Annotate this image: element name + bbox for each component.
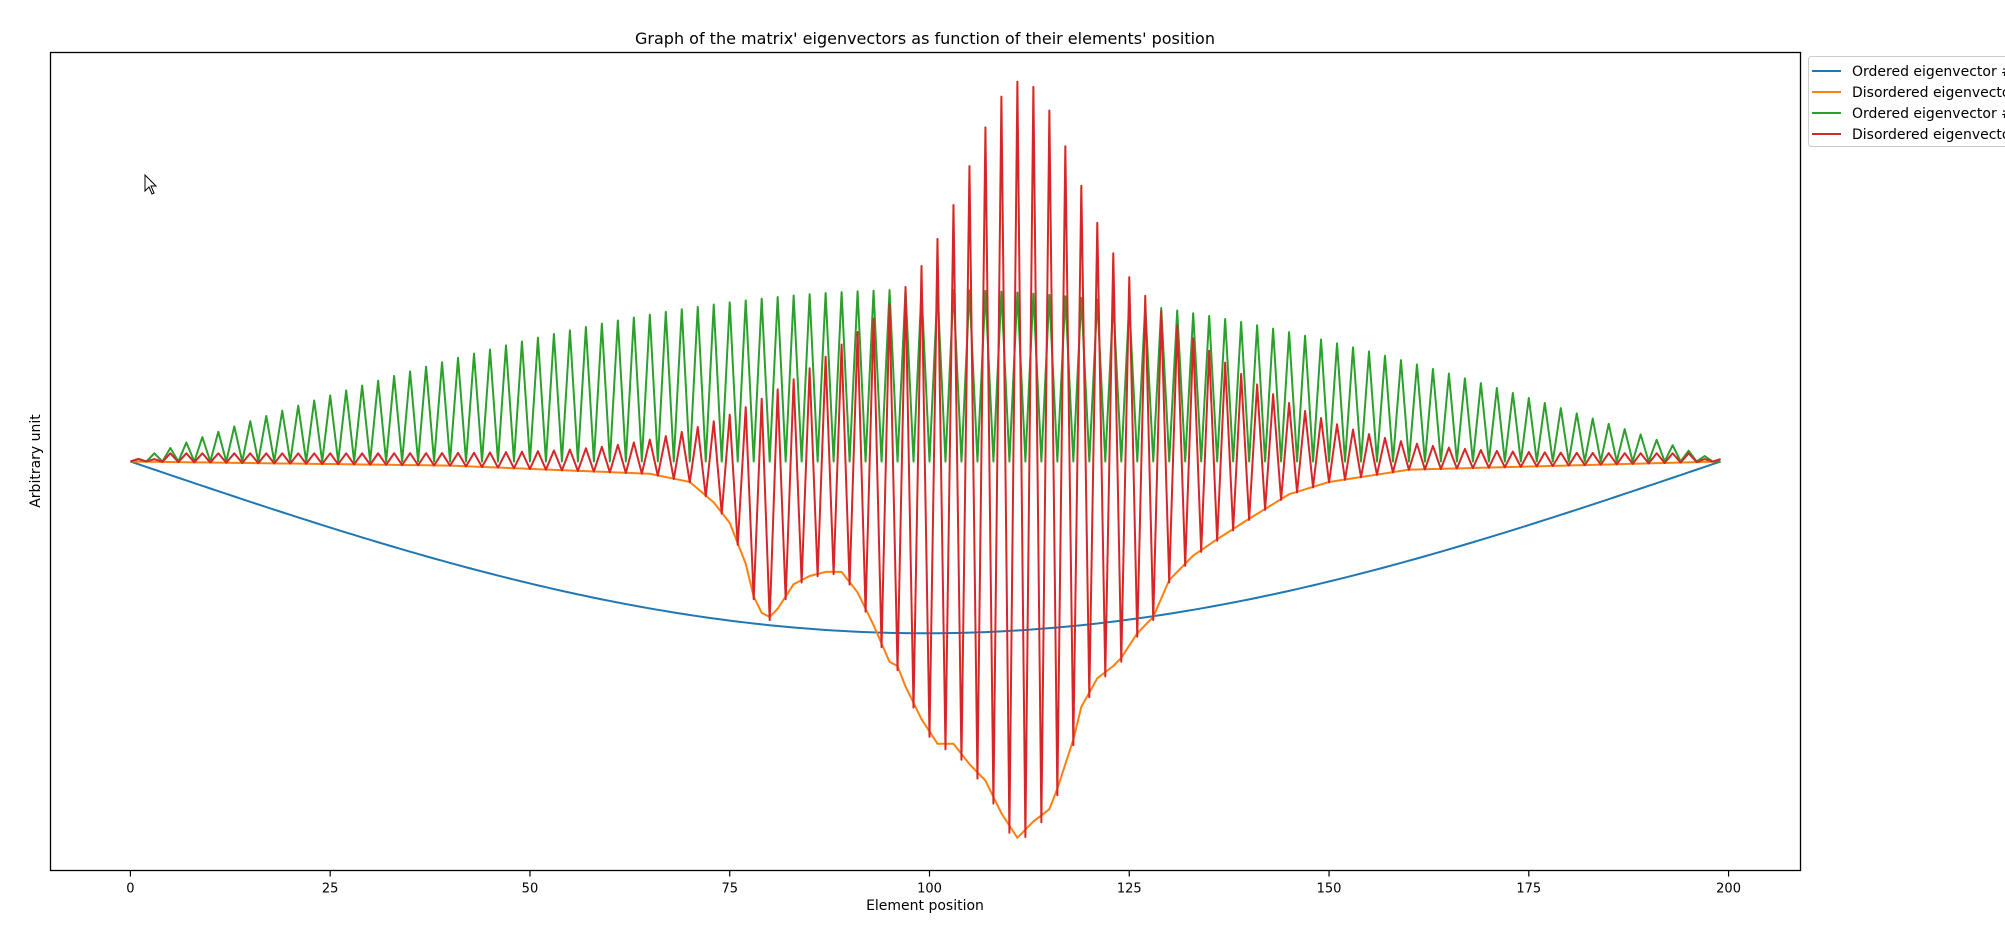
y-axis-label: Arbitrary unit [28,414,44,508]
x-tick-label: 50 [522,882,539,897]
x-axis-ticks: 0 25 50 75 100 125 150 175 200 [126,870,1741,897]
legend-item: Disordered eigenvecto [1812,85,2005,101]
mouse-cursor-icon [144,174,158,195]
x-tick-label: 150 [1317,882,1342,897]
legend-item: Ordered eigenvector # [1812,64,2005,80]
x-tick-label: 175 [1516,882,1541,897]
legend-label: Disordered eigenvecto [1852,85,2005,101]
x-axis-label: Element position [866,898,984,914]
plot-area-frame [49,51,1802,872]
x-tick-label: 200 [1716,882,1741,897]
chart-title: Graph of the matrix' eigenvectors as fun… [635,29,1215,48]
x-tick-label: 75 [721,882,738,897]
x-tick-label: 0 [126,882,134,897]
legend-item: Ordered eigenvector # [1812,106,2005,122]
series-line-3 [130,288,1721,463]
plot-series [130,80,1721,839]
legend-label: Disordered eigenvecto [1852,127,2005,143]
legend-label: Ordered eigenvector # [1852,64,2005,80]
x-tick-label: 125 [1117,882,1142,897]
legend-item: Disordered eigenvecto [1812,127,2005,143]
series-line-4 [130,80,1721,838]
legend-label: Ordered eigenvector # [1852,106,2005,122]
legend: Ordered eigenvector # Disordered eigenvec… [1808,56,2005,147]
series-line-2 [130,460,1721,839]
series-line-1 [130,460,1721,635]
x-tick-label: 25 [322,882,339,897]
x-tick-label: 100 [917,882,942,897]
legend-box [1808,56,2005,147]
